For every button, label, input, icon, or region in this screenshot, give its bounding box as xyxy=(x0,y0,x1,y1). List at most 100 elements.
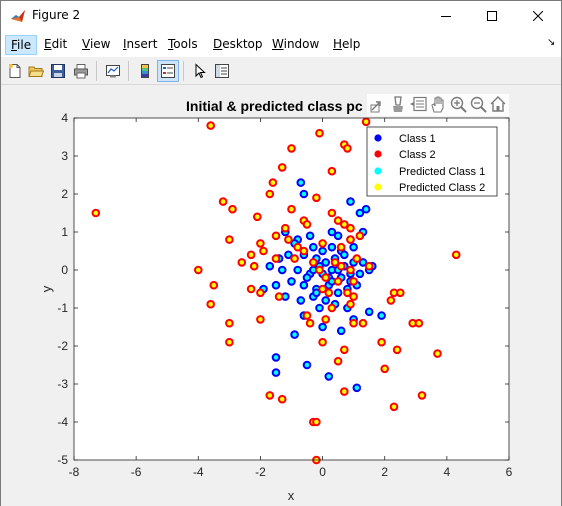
class1-point xyxy=(346,197,355,206)
class1-point xyxy=(361,204,371,214)
class2-point xyxy=(287,144,296,153)
title-bar[interactable]: Figure 2 xyxy=(1,1,561,31)
class1-point xyxy=(324,372,334,381)
class2-point xyxy=(284,235,293,244)
class2-point xyxy=(281,223,290,233)
y-tick-label: 3 xyxy=(61,149,68,163)
y-tick-label: 4 xyxy=(61,111,68,125)
legend-marker-pred1 xyxy=(374,167,382,175)
x-tick-label: -6 xyxy=(131,465,142,479)
class2-point xyxy=(343,288,352,298)
class2-point xyxy=(271,231,281,241)
class2-point xyxy=(318,239,327,248)
maximize-button[interactable] xyxy=(469,1,515,31)
legend-label-class1: Class 1 xyxy=(399,133,436,145)
class1-point xyxy=(333,231,343,241)
export-icon[interactable] xyxy=(370,101,381,113)
property-inspector-icon xyxy=(215,64,229,78)
property-inspector-button[interactable] xyxy=(211,60,233,82)
colorbar-button[interactable] xyxy=(134,60,156,82)
class2-point xyxy=(218,197,228,206)
x-axis-label: x xyxy=(288,488,295,503)
menu-file[interactable]: File xyxy=(5,35,38,55)
class2-point xyxy=(321,273,331,282)
class2-point xyxy=(277,394,287,404)
class2-point xyxy=(336,242,346,252)
menu-help-rest: elp xyxy=(342,37,361,51)
save-button[interactable] xyxy=(47,60,69,82)
scatter-plot[interactable]: -8 -6 -4 -2 0 2 4 6 4 3 2 1 0 -1 -2 -3 -4 -5 x y Initial … xyxy=(1,86,561,506)
class2-point xyxy=(380,364,390,374)
menu-file-rest: ile xyxy=(17,38,32,52)
class1-point xyxy=(277,265,287,275)
class2-point xyxy=(333,216,343,225)
data-tips-icon[interactable] xyxy=(410,96,427,112)
class1-point xyxy=(352,383,362,393)
legend-marker-pred2 xyxy=(374,183,382,191)
class1-point xyxy=(290,330,299,339)
class2-point xyxy=(209,280,219,290)
class2-point xyxy=(312,193,321,203)
minimize-button[interactable] xyxy=(423,1,469,31)
legend-label-class2: Class 2 xyxy=(399,149,436,161)
class1-point xyxy=(321,296,331,305)
menu-tools[interactable]: Tools xyxy=(163,35,203,55)
print-button[interactable] xyxy=(70,60,92,82)
class2-point xyxy=(268,178,278,187)
edit-plot-icon xyxy=(195,63,206,79)
menu-view[interactable]: View xyxy=(77,35,115,55)
close-icon xyxy=(533,11,543,21)
menu-window[interactable]: Window xyxy=(267,35,324,55)
class2-point xyxy=(389,288,399,298)
class2-point xyxy=(333,356,343,366)
class2-point xyxy=(361,117,371,127)
menu-desktop-key: D xyxy=(213,37,223,51)
class1-point xyxy=(336,326,346,336)
y-tick-label: 1 xyxy=(61,225,68,239)
close-button[interactable] xyxy=(515,1,561,31)
menu-desktop[interactable]: Desktop xyxy=(208,35,268,55)
class1-point xyxy=(358,258,368,267)
x-tick-label: 4 xyxy=(444,465,451,479)
class1-point xyxy=(287,277,296,286)
legend-marker-class1 xyxy=(374,134,382,142)
class2-point xyxy=(225,337,234,347)
class2-point xyxy=(417,391,427,400)
class1-point xyxy=(364,307,374,317)
class2-point xyxy=(274,292,284,301)
open-file-button[interactable] xyxy=(25,60,47,82)
menu-insert[interactable]: Insert xyxy=(118,35,162,55)
legend-button[interactable] xyxy=(157,60,179,82)
class2-point xyxy=(349,292,358,301)
class2-point xyxy=(346,223,355,233)
class2-point xyxy=(392,345,402,355)
new-figure-button[interactable] xyxy=(4,60,26,82)
axes-box xyxy=(73,117,510,461)
menu-edit[interactable]: Edit xyxy=(39,35,72,55)
edit-plot-button[interactable] xyxy=(189,60,211,82)
class2-point xyxy=(91,208,101,218)
class2-point xyxy=(340,345,349,355)
zoom-in-icon[interactable] xyxy=(450,96,467,113)
y-axis-label: y xyxy=(39,285,54,292)
legend-label-pred2: Predicted Class 2 xyxy=(399,182,485,194)
legend[interactable]: Class 1 Class 2 Predicted Class 1 Predic… xyxy=(366,126,498,197)
brush-icon[interactable] xyxy=(393,96,403,112)
link-plot-button[interactable] xyxy=(102,60,124,82)
class2-point xyxy=(433,349,442,358)
dock-figure-icon[interactable]: ↘ xyxy=(547,37,556,48)
class1-point xyxy=(340,250,349,260)
class1-point xyxy=(293,265,303,275)
menu-help[interactable]: Help xyxy=(328,35,365,55)
zoom-out-icon[interactable] xyxy=(470,96,487,113)
pan-icon[interactable] xyxy=(431,96,444,113)
home-icon[interactable] xyxy=(490,96,506,112)
new-figure-icon xyxy=(9,64,21,78)
class2-point xyxy=(349,277,358,286)
axes-toolbar xyxy=(367,94,509,116)
toolbar-separator xyxy=(128,61,129,81)
menu-edit-key: E xyxy=(44,37,52,51)
figure-toolbar xyxy=(1,57,561,85)
menu-desktop-rest: esktop xyxy=(222,37,263,51)
